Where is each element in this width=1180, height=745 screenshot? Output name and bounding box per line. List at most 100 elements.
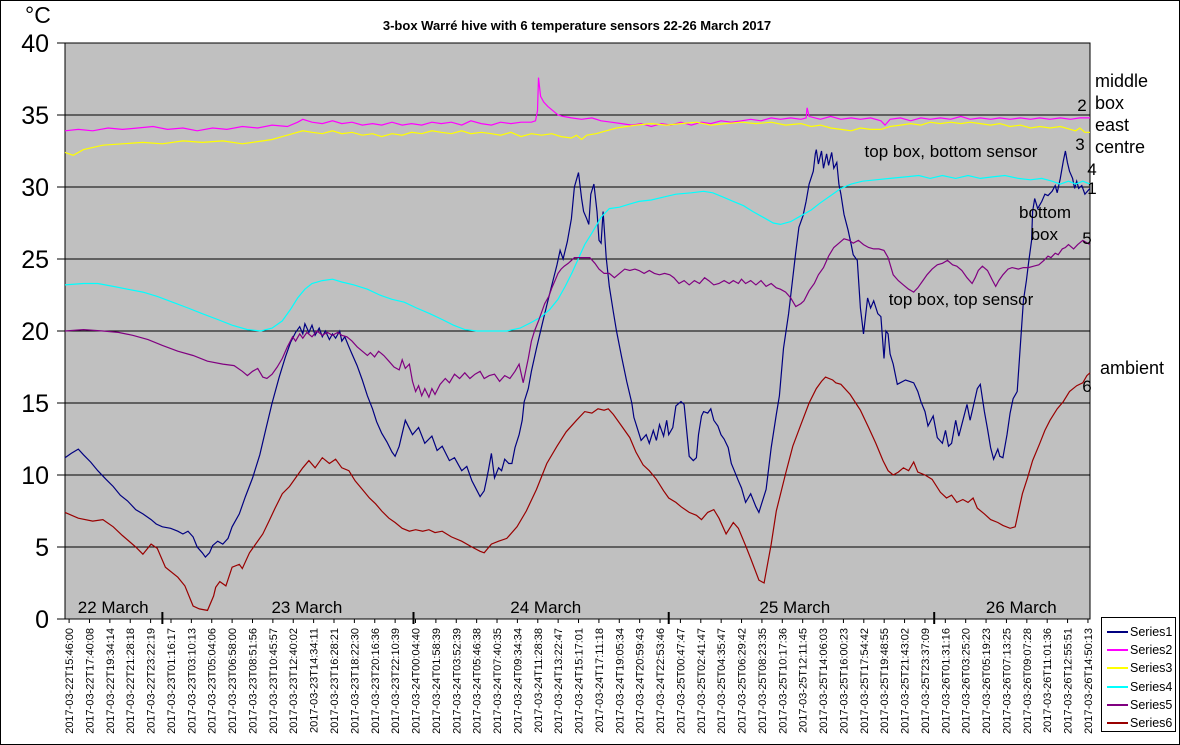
- x-tick-label: 2017-03-25T16:00:23: [838, 628, 850, 734]
- x-tick-label: 2017-03-23T06:58:00: [227, 628, 239, 734]
- x-tick-label: 2017-03-25T06:29:42: [737, 628, 749, 734]
- x-tick-label: 2017-03-26T12:55:51: [1063, 628, 1075, 734]
- x-tick-label: 2017-03-24T03:52:39: [451, 628, 463, 734]
- plot-annotation: top box, bottom sensor: [865, 142, 1038, 161]
- x-tick-label: 2017-03-24T07:40:35: [492, 628, 504, 734]
- x-tick-label: 2017-03-25T23:37:09: [920, 628, 932, 734]
- x-tick-label: 2017-03-26T14:50:13: [1083, 628, 1095, 734]
- legend-line-swatch: [1107, 722, 1128, 725]
- legend-label: Series6: [1130, 716, 1173, 731]
- x-tick-label: 2017-03-22T17:40:08: [84, 628, 96, 734]
- x-tick-label: 2017-03-25T19:48:55: [879, 628, 891, 734]
- x-tick-label: 2017-03-23T22:10:39: [390, 628, 402, 734]
- annotation-line: middle: [1095, 71, 1149, 91]
- legend-item: Series3: [1107, 659, 1175, 677]
- x-tick-label: 2017-03-23T14:34:11: [309, 628, 321, 733]
- y-tick-label: 20: [21, 318, 49, 346]
- legend-label: Series4: [1130, 679, 1173, 694]
- series-line-series1: [64, 149, 1091, 559]
- annotation-middle-box-east-centre: middle box east centre: [1095, 70, 1148, 158]
- x-tick-label: 2017-03-22T23:22:19: [146, 628, 158, 734]
- series-number-label: 6: [1082, 377, 1091, 396]
- x-tick-label: 2017-03-22T19:34:14: [105, 628, 117, 734]
- annotation-line: box: [1095, 93, 1125, 113]
- x-tick-label: 2017-03-24T00:04:40: [411, 628, 423, 734]
- series-number-label: 3: [1075, 135, 1084, 154]
- x-tick-label: 2017-03-25T21:43:02: [900, 628, 912, 734]
- legend-item: Series4: [1107, 678, 1175, 696]
- x-tick-label: 2017-03-26T07:13:25: [1001, 628, 1013, 734]
- x-tick-label: 2017-03-24T20:59:43: [635, 628, 647, 734]
- plot-annotation: top box, top sensor: [889, 290, 1034, 309]
- x-tick-label: 2017-03-24T01:58:39: [431, 628, 443, 734]
- legend-line-swatch: [1107, 631, 1128, 634]
- series-number-label: 2: [1077, 96, 1086, 115]
- y-tick-label: 0: [35, 606, 49, 634]
- x-tick-label: 2017-03-23T08:51:56: [247, 628, 259, 734]
- plot-annotation: box: [1031, 225, 1059, 244]
- day-label: 26 March: [986, 598, 1057, 617]
- day-label: 24 March: [510, 598, 581, 617]
- x-tick-label: 2017-03-24T05:46:38: [472, 628, 484, 734]
- x-tick-label: 2017-03-25T08:23:35: [757, 628, 769, 734]
- x-tick-label: 2017-03-24T15:17:01: [574, 628, 586, 734]
- legend-item: Series2: [1107, 641, 1175, 659]
- x-tick-label: 2017-03-25T02:41:47: [696, 628, 708, 734]
- day-label: 22 March: [78, 598, 149, 617]
- plot-annotation: bottom: [1019, 203, 1071, 222]
- y-tick-label: 40: [21, 30, 49, 58]
- x-tick-label: 2017-03-26T01:31:16: [940, 628, 952, 734]
- legend-label: Series3: [1130, 661, 1173, 676]
- x-tick-label: 2017-03-23T20:16:36: [370, 628, 382, 734]
- x-tick-label: 2017-03-26T11:01:36: [1042, 628, 1054, 733]
- y-tick-label: 10: [21, 462, 49, 490]
- x-tick-label: 2017-03-25T10:17:36: [777, 628, 789, 734]
- legend-line-swatch: [1107, 649, 1128, 652]
- y-tick-label: 35: [21, 102, 49, 130]
- series-line-series3: [64, 121, 1090, 156]
- series-number-label: 1: [1087, 179, 1096, 198]
- x-tick-label: 2017-03-23T12:40:02: [288, 628, 300, 734]
- annotation-ambient: ambient: [1100, 358, 1165, 378]
- x-tick-label: 2017-03-23T01:16:17: [166, 628, 178, 734]
- day-label: 23 March: [271, 598, 342, 617]
- series-line-series6: [64, 372, 1091, 612]
- series-number-label: 4: [1087, 160, 1096, 179]
- x-tick-label: 2017-03-26T09:07:28: [1022, 628, 1034, 734]
- y-tick-label: 15: [21, 390, 49, 418]
- x-tick-label: 2017-03-23T05:04:06: [207, 628, 219, 734]
- annotation-line: east: [1095, 115, 1130, 135]
- x-tick-label: 2017-03-24T22:53:46: [655, 628, 667, 734]
- series-line-series4: [64, 174, 1091, 332]
- x-tick-label: 2017-03-23T18:22:30: [349, 628, 361, 734]
- x-tick-label: 2017-03-25T14:06:03: [818, 628, 830, 734]
- x-tick-label: 2017-03-24T17:11:18: [594, 628, 606, 733]
- y-axis-unit-label: °C: [25, 2, 51, 28]
- x-tick-label: 2017-03-25T12:11:45: [798, 628, 810, 733]
- series-number-label: 5: [1082, 229, 1091, 248]
- y-tick-label: 5: [35, 534, 49, 562]
- y-tick-label: 25: [21, 246, 49, 274]
- day-label: 25 March: [759, 598, 830, 617]
- chart-title: 3-box Warré hive with 6 temperature sens…: [382, 18, 772, 33]
- legend-line-swatch: [1107, 685, 1128, 688]
- series-line-series5: [64, 238, 1091, 399]
- x-tick-label: 2017-03-25T00:47:47: [675, 628, 687, 734]
- series-line-series2: [64, 77, 1090, 132]
- x-tick-label: 2017-03-26T03:25:20: [961, 628, 973, 734]
- x-tick-label: 2017-03-24T19:05:34: [614, 628, 626, 734]
- legend-label: Series1: [1130, 625, 1173, 640]
- legend-item: Series6: [1107, 714, 1175, 732]
- x-tick-label: 2017-03-22T15:46:00: [64, 628, 76, 734]
- x-tick-label: 2017-03-23T16:28:21: [329, 628, 341, 734]
- x-tick-label: 2017-03-25T04:35:47: [716, 628, 728, 734]
- x-tick-label: 2017-03-22T21:28:18: [125, 628, 137, 734]
- legend-label: Series2: [1130, 643, 1173, 658]
- legend-label: Series5: [1130, 697, 1173, 712]
- x-tick-label: 2017-03-24T11:28:38: [533, 628, 545, 733]
- annotation-line: centre: [1095, 137, 1146, 157]
- x-tick-label: 2017-03-24T13:22:47: [553, 628, 565, 734]
- x-tick-label: 2017-03-25T17:54:42: [859, 628, 871, 734]
